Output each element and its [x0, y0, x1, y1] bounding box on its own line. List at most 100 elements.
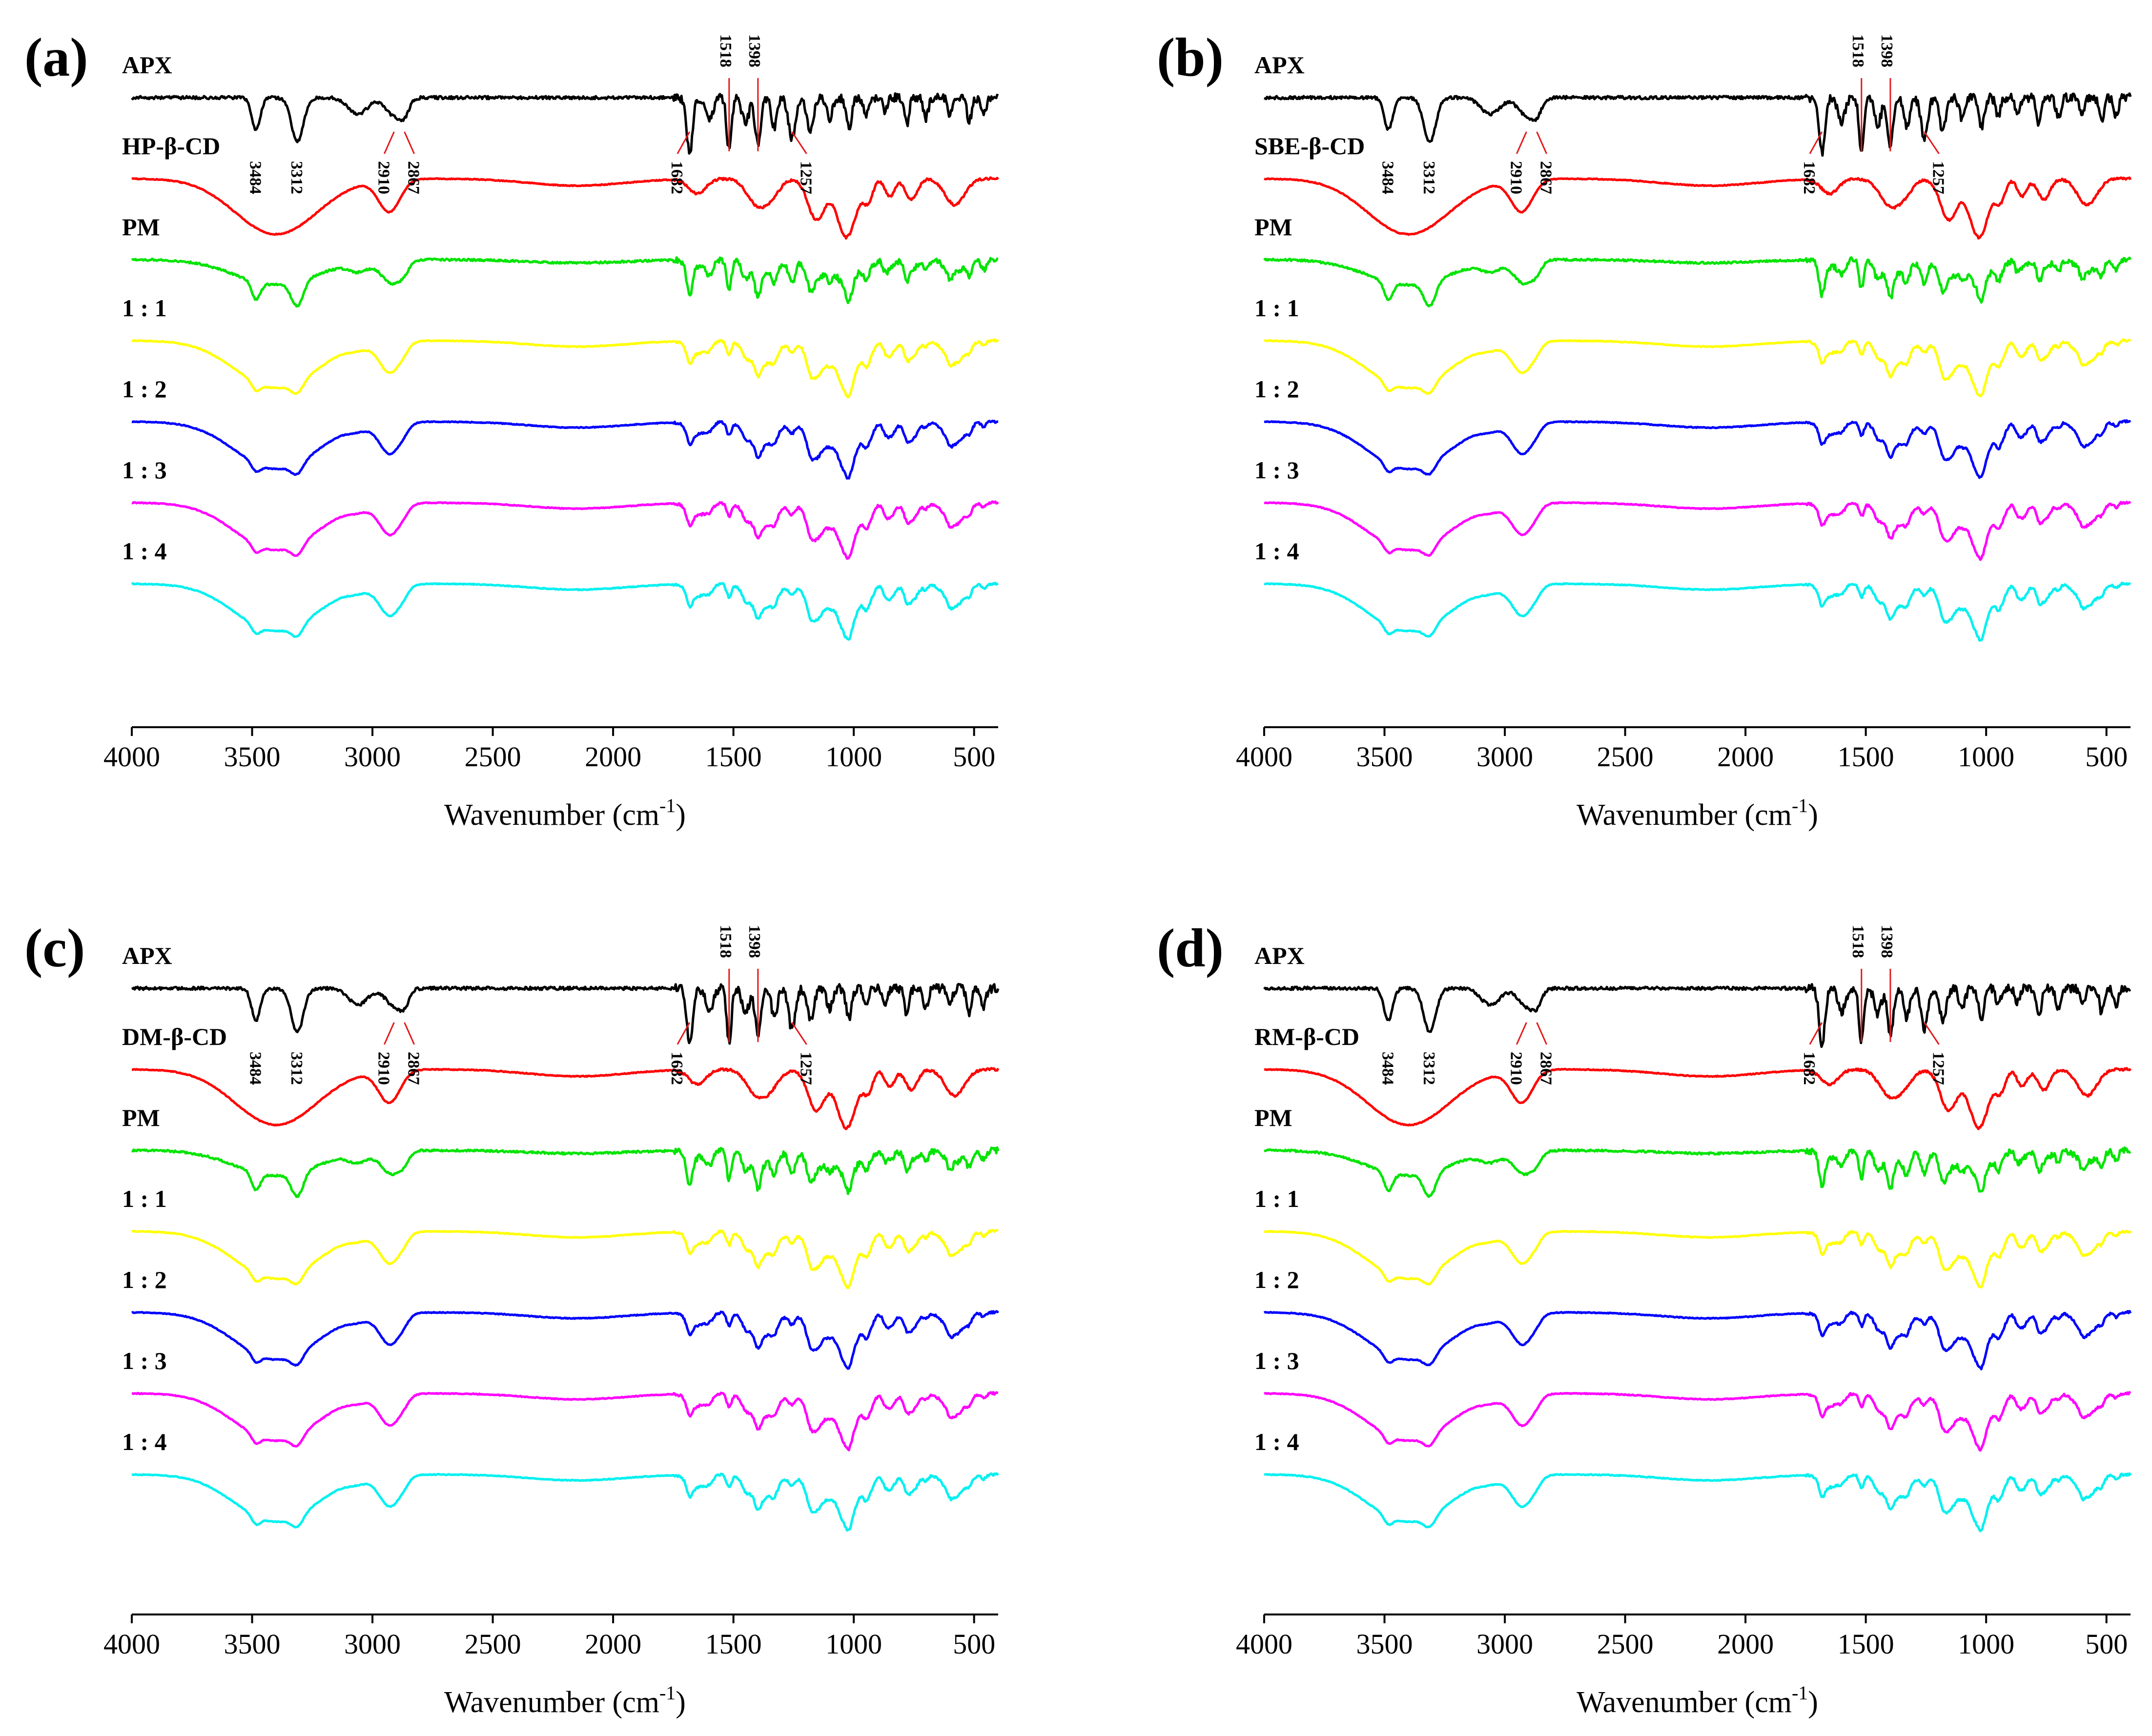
peak-label-2867: 2867: [405, 1052, 423, 1085]
x-axis-title-end: ): [1808, 798, 1818, 832]
x-axis-title-superscript: -1: [659, 1682, 676, 1704]
trace-label-sbe-beta-cd: SBE-β-CD: [1254, 132, 1365, 160]
peak-label-1398: 1398: [1878, 925, 1896, 958]
trace-label-1-1: 1 : 1: [1254, 294, 1299, 322]
spectrum-1-4: [131, 1472, 999, 1532]
trace-label-hp-beta-cd: HP-β-CD: [122, 132, 220, 160]
x-axis-title-superscript: -1: [1792, 795, 1808, 817]
panel-b: (b) APX SBE-β-CD PM 1 : 1 1 : 2 1 : 3 1 : 4 3484…: [1157, 27, 2132, 832]
spectrum-1-2: [1264, 419, 2132, 479]
trace-label-1-2: 1 : 2: [122, 1266, 167, 1293]
spectrum-apx: [131, 982, 1000, 1045]
peak-label-1257: 1257: [1929, 161, 1947, 194]
peak-leader-1257: [791, 131, 807, 154]
peak-label-3484: 3484: [1378, 161, 1396, 194]
peak-leader-1682: [676, 1022, 691, 1045]
spectrum-1-4: [131, 581, 999, 641]
trace-label-1-1: 1 : 1: [122, 294, 167, 322]
trace-label-1-3: 1 : 3: [1254, 456, 1299, 484]
peak-label-3312: 3312: [1420, 1052, 1438, 1085]
x-tick-label-1000: 1000: [825, 741, 882, 773]
trace-label-apx: APX: [122, 51, 172, 79]
spectrum-sbe-beta-cd: [1264, 176, 2132, 240]
trace-label-apx: APX: [1254, 51, 1305, 79]
peak-label-3312: 3312: [287, 1052, 306, 1085]
peak-label-2910: 2910: [1507, 161, 1525, 194]
x-tick-label-1500: 1500: [705, 1628, 762, 1660]
x-tick-label-2500: 2500: [465, 1628, 521, 1660]
trace-label-1-2: 1 : 2: [1254, 1266, 1299, 1293]
x-tick-label-1000: 1000: [825, 1628, 882, 1660]
peak-label-1398: 1398: [745, 34, 763, 67]
spectrum-dm-beta-cd: [131, 1067, 1000, 1130]
x-axis-title-main: Wavenumber (cm: [444, 1686, 659, 1719]
peak-leader-2910: [384, 131, 395, 154]
trace-label-1-2: 1 : 2: [1254, 375, 1299, 403]
x-tick-label-1500: 1500: [1838, 1628, 1894, 1660]
x-tick-label-3000: 3000: [344, 1628, 401, 1660]
spectrum-rm-beta-cd: [1264, 1067, 2132, 1130]
x-axis-title-end: ): [676, 1686, 686, 1719]
peak-label-1257: 1257: [797, 161, 815, 194]
trace-label-apx: APX: [1254, 942, 1305, 969]
trace-label-pm: PM: [122, 1104, 160, 1131]
x-tick-label-1000: 1000: [1958, 1628, 2014, 1660]
peak-leader-1257: [1924, 131, 1940, 154]
x-axis-title-superscript: -1: [659, 795, 676, 817]
x-tick-label-1500: 1500: [705, 741, 762, 773]
peak-label-2867: 2867: [1537, 161, 1555, 194]
x-axis-title-main: Wavenumber (cm: [1577, 798, 1792, 832]
x-tick-label-1500: 1500: [1838, 741, 1894, 773]
peak-label-3312: 3312: [287, 161, 306, 194]
peak-label-3312: 3312: [1420, 161, 1438, 194]
spectrum-1-4: [1264, 1472, 2132, 1532]
trace-label-1-4: 1 : 4: [1254, 1428, 1299, 1455]
peak-leader-2867: [1536, 131, 1547, 154]
trace-label-1-3: 1 : 3: [122, 456, 167, 484]
x-tick-label-2500: 2500: [1597, 1628, 1654, 1660]
peak-label-1257: 1257: [1929, 1052, 1947, 1085]
x-tick-label-2000: 2000: [1717, 741, 1774, 773]
x-axis-title-end: ): [676, 798, 686, 832]
trace-label-1-1: 1 : 1: [1254, 1185, 1299, 1212]
spectrum-apx: [1264, 92, 2132, 157]
peak-leader-2867: [1536, 1022, 1547, 1045]
spectrum-1-3: [131, 500, 999, 560]
panel-c: (c) APX DM-β-CD PM 1 : 1 1 : 2 1 : 3 1 : 4 3484 3…: [24, 918, 1000, 1719]
x-tick-label-2000: 2000: [1717, 1628, 1774, 1660]
spectrum-1-1: [1264, 338, 2132, 398]
spectrum-1-3: [131, 1391, 999, 1451]
trace-label-1-2: 1 : 2: [122, 375, 167, 403]
x-tick-label-4000: 4000: [1236, 741, 1292, 773]
spectrum-apx: [131, 92, 999, 155]
peak-label-3484: 3484: [246, 161, 264, 194]
panel-d: (d) APX RM-β-CD PM 1 : 1 1 : 2 1 : 3 1 : 4 3484 3…: [1157, 918, 2132, 1719]
x-axis-title-main: Wavenumber (cm: [1577, 1686, 1792, 1719]
trace-label-1-3: 1 : 3: [1254, 1347, 1299, 1374]
peak-leader-1682: [1809, 1022, 1823, 1045]
spectrum-1-1: [131, 1229, 999, 1289]
x-tick-label-4000: 4000: [103, 1628, 160, 1660]
x-tick-label-2000: 2000: [585, 1628, 641, 1660]
spectrum-1-3: [1264, 501, 2132, 561]
x-tick-label-2500: 2500: [1597, 741, 1654, 773]
x-tick-label-500: 500: [953, 741, 995, 773]
peak-label-1682: 1682: [1800, 161, 1818, 194]
x-tick-label-4000: 4000: [103, 741, 160, 773]
trace-label-pm: PM: [122, 213, 160, 241]
panel-a: (a) APX HP-β-CD PM 1 : 1 1 : 2 1 : 3 1 : 4 3484 3…: [24, 27, 1000, 832]
x-tick-label-2000: 2000: [585, 741, 641, 773]
peak-label-1398: 1398: [1878, 34, 1896, 67]
peak-leader-2910: [384, 1022, 395, 1045]
panel-letter: (b): [1157, 27, 1224, 88]
x-axis-title: Wavenumber (cm-1): [1577, 795, 1818, 832]
x-tick-label-3500: 3500: [1356, 1628, 1413, 1660]
x-tick-label-4000: 4000: [1236, 1628, 1292, 1660]
peak-leader-1682: [1809, 131, 1823, 154]
spectrum-1-1: [1264, 1229, 2132, 1289]
peak-label-1518: 1518: [1849, 34, 1867, 67]
peak-label-2910: 2910: [374, 161, 392, 194]
peak-leader-1682: [676, 131, 691, 154]
x-axis-title: Wavenumber (cm-1): [444, 1682, 686, 1719]
